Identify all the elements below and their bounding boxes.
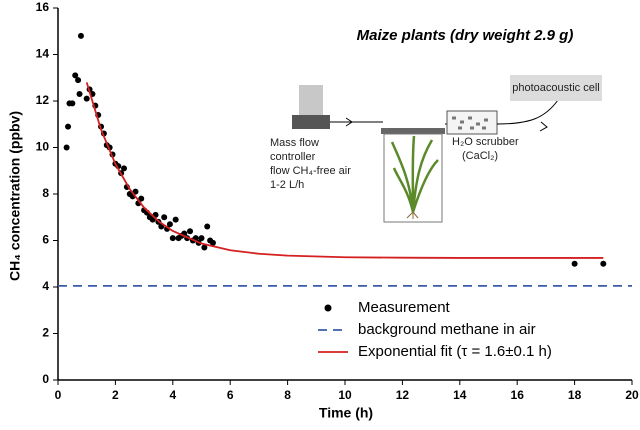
y-tick-label: 16	[36, 0, 50, 14]
series-line	[85, 82, 604, 259]
y-tick-label: 6	[42, 233, 49, 247]
plant	[390, 135, 439, 213]
y-tick-label: 2	[42, 326, 49, 340]
data-point	[209, 239, 216, 246]
legend-label: Exponential fit (τ = 1.6±0.1 h)	[358, 343, 552, 360]
y-tick-label: 4	[42, 279, 49, 293]
data-point	[201, 244, 208, 251]
flow-top	[299, 85, 323, 115]
data-point	[69, 100, 76, 107]
inset-label: flow CH₄-free air	[270, 165, 351, 177]
data-point	[138, 195, 145, 202]
data-point	[198, 235, 205, 242]
data-point	[65, 123, 72, 130]
y-axis-label: CH₄ concentration (ppbv)	[7, 111, 23, 281]
x-tick-label: 0	[55, 388, 62, 402]
y-tick-label: 12	[36, 93, 50, 107]
data-point	[172, 216, 179, 223]
y-tick-label: 8	[42, 186, 49, 200]
x-tick-label: 16	[511, 388, 525, 402]
x-tick-label: 2	[112, 388, 119, 402]
x-tick-label: 8	[284, 388, 291, 402]
arrow	[345, 117, 353, 127]
x-tick-label: 20	[625, 388, 639, 402]
x-tick-label: 14	[453, 388, 467, 402]
data-point	[166, 221, 173, 228]
arrow	[539, 121, 548, 132]
inset-label: H₂O scrubber	[452, 136, 519, 148]
inset-diagram: photoacoustic cell Mass flow controller …	[270, 75, 602, 223]
photoacoustic-cell	[510, 75, 602, 101]
inset-label: 1-2 L/h	[270, 179, 304, 191]
data-point	[204, 223, 211, 230]
legend-label: Measurement	[358, 299, 451, 316]
data-point	[75, 77, 82, 84]
tube	[496, 99, 559, 125]
x-tick-label: 4	[169, 388, 176, 402]
flow-controller	[292, 115, 330, 129]
legend-label: background methane in air	[358, 321, 536, 338]
inset-label: (CaCl₂)	[462, 150, 498, 162]
data-point	[63, 144, 70, 151]
inset-label: controller	[270, 151, 316, 163]
y-tick-label: 14	[36, 47, 50, 61]
data-point	[161, 214, 168, 221]
data-point	[571, 260, 578, 267]
inset-label: Mass flow	[270, 137, 319, 149]
chart-title: Maize plants (dry weight 2.9 g)	[357, 27, 574, 44]
inset-label: photoacoustic cell	[512, 82, 599, 94]
data-point	[83, 95, 90, 102]
y-tick-label: 10	[36, 140, 50, 154]
scrubber-grains	[452, 116, 488, 130]
data-point	[187, 228, 194, 235]
legend-marker	[324, 304, 332, 312]
x-axis-label: Time (h)	[319, 405, 373, 421]
data-point	[600, 260, 607, 267]
data-point	[72, 72, 79, 79]
data-point	[77, 32, 84, 39]
x-tick-label: 6	[227, 388, 234, 402]
x-tick-label: 10	[338, 388, 352, 402]
data-point	[169, 235, 176, 242]
x-tick-label: 12	[396, 388, 410, 402]
roots	[406, 211, 419, 219]
data-point	[121, 165, 128, 172]
x-tick-label: 18	[568, 388, 582, 402]
scrubber	[446, 110, 498, 135]
y-tick-label: 0	[42, 372, 49, 386]
jar-lid	[381, 128, 445, 134]
data-point	[76, 91, 83, 98]
